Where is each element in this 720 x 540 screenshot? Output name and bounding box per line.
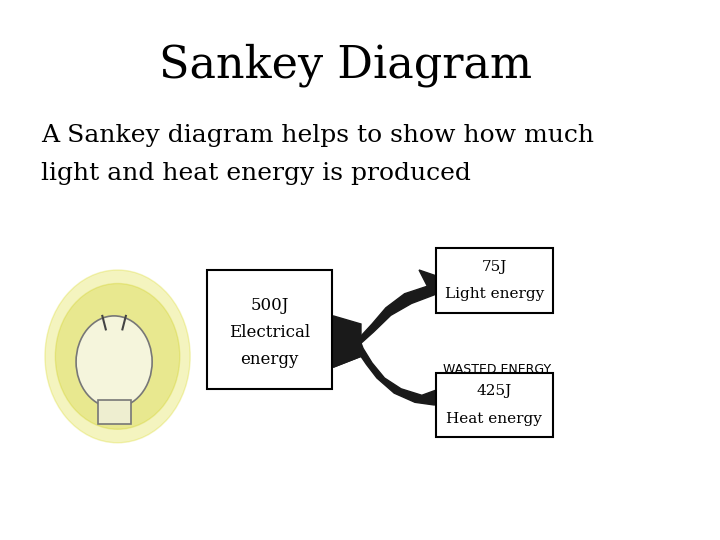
Polygon shape bbox=[333, 343, 443, 405]
Text: Electrical: Electrical bbox=[229, 323, 310, 341]
Text: A Sankey diagram helps to show how much: A Sankey diagram helps to show how much bbox=[42, 124, 595, 147]
Text: Light energy: Light energy bbox=[445, 287, 544, 301]
Ellipse shape bbox=[55, 284, 180, 429]
FancyBboxPatch shape bbox=[436, 248, 553, 313]
FancyBboxPatch shape bbox=[436, 373, 553, 437]
Polygon shape bbox=[333, 270, 441, 345]
Text: 75J: 75J bbox=[482, 260, 507, 274]
Polygon shape bbox=[333, 316, 361, 367]
Text: light and heat energy is produced: light and heat energy is produced bbox=[42, 162, 472, 185]
Text: Heat energy: Heat energy bbox=[446, 411, 542, 426]
FancyBboxPatch shape bbox=[207, 270, 332, 389]
Text: 425J: 425J bbox=[477, 384, 512, 399]
Ellipse shape bbox=[76, 316, 152, 408]
Text: WASTED ENERGY: WASTED ENERGY bbox=[443, 363, 551, 376]
Text: 500J: 500J bbox=[251, 296, 289, 314]
Bar bbox=[98, 400, 131, 424]
Ellipse shape bbox=[45, 270, 190, 443]
Text: Sankey Diagram: Sankey Diagram bbox=[159, 43, 532, 87]
Text: energy: energy bbox=[240, 350, 299, 368]
